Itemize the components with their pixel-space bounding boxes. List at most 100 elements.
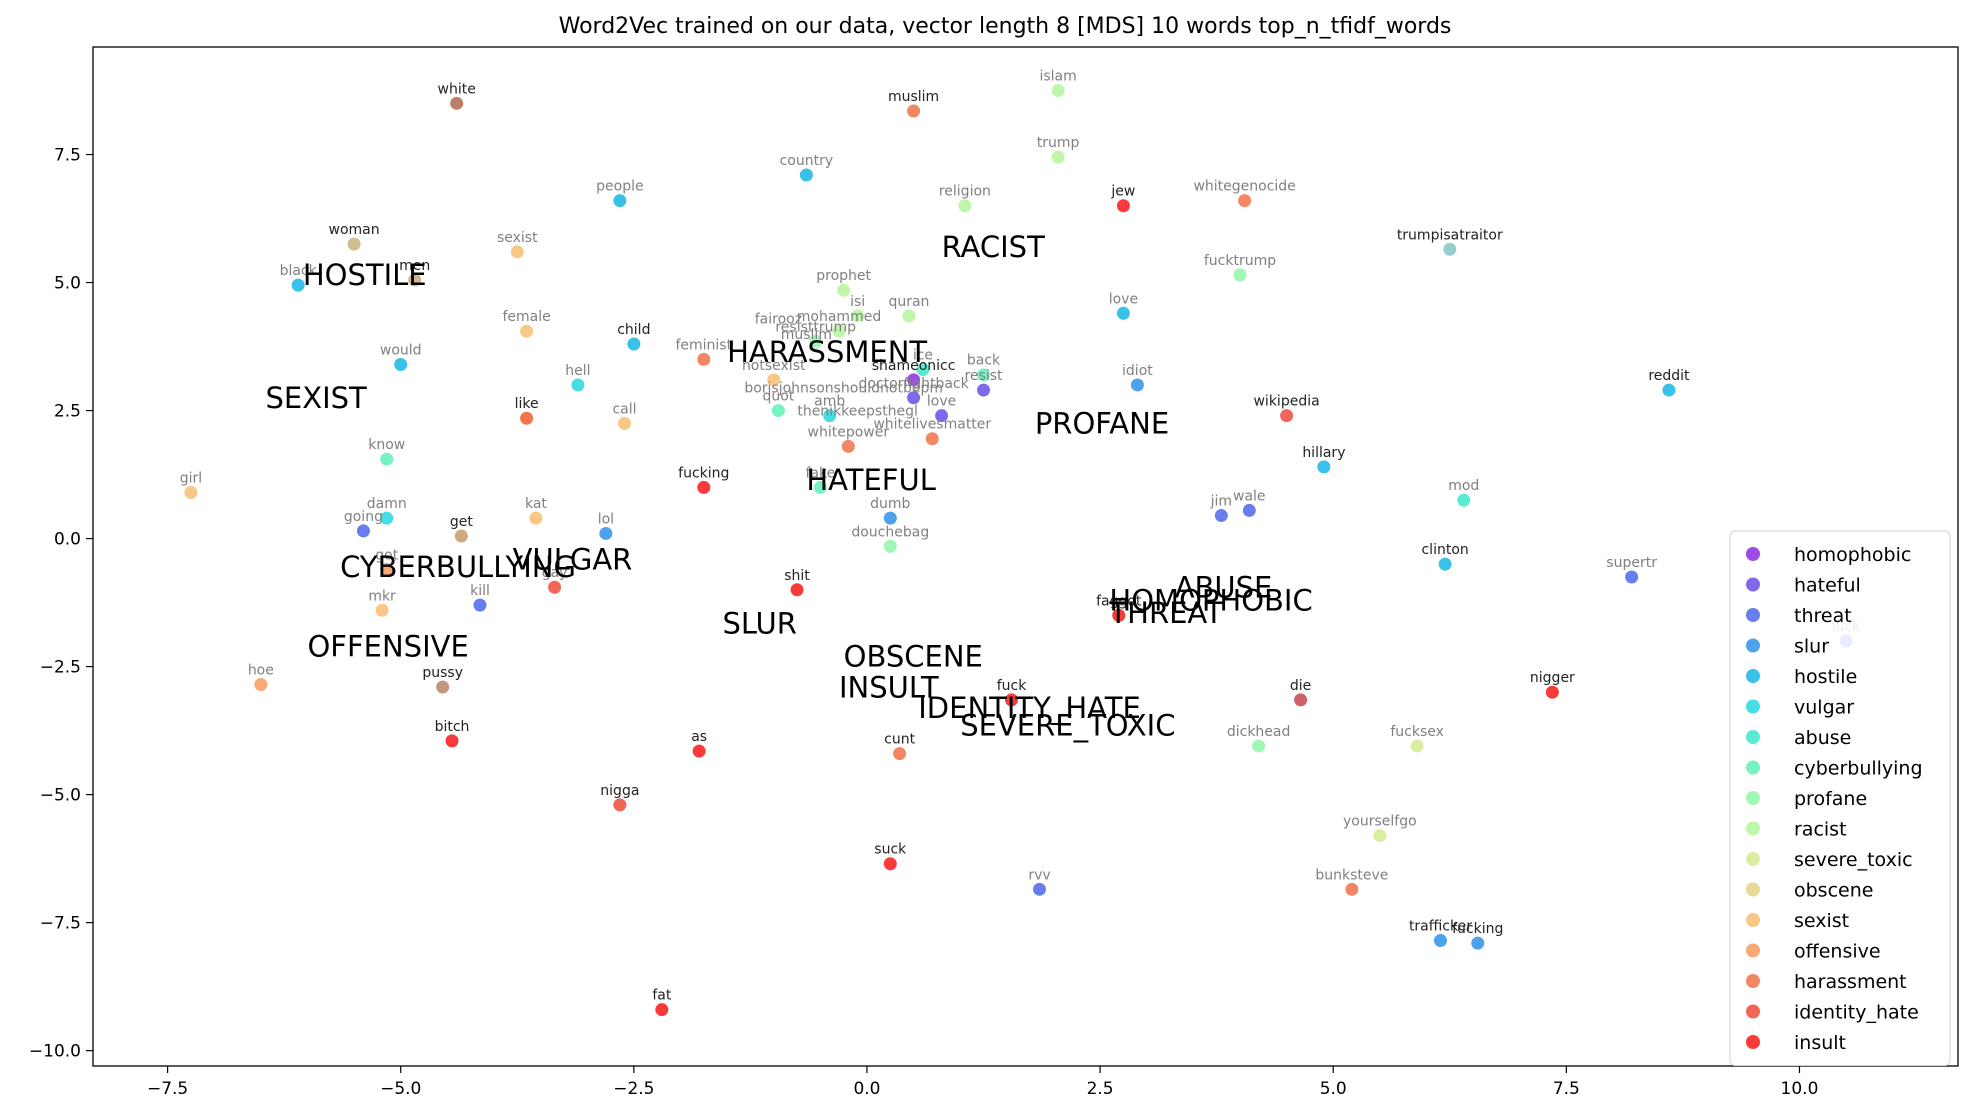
- category-label: THREAT: [1108, 596, 1223, 630]
- point-label: mod: [1448, 478, 1479, 494]
- point-label: fucktrump: [1204, 253, 1276, 269]
- point-label: people: [596, 179, 643, 195]
- point-label: clinton: [1421, 542, 1468, 558]
- point-label: mohammed: [797, 309, 881, 325]
- data-point: [925, 432, 939, 446]
- point-label: pussy: [422, 665, 463, 681]
- point-label: black: [280, 263, 318, 279]
- category-label: INSULT: [839, 670, 939, 704]
- y-tick-label: 0.0: [54, 530, 81, 550]
- labels-layer: shameonicc doctorfightback love resist going…: [180, 69, 1862, 1004]
- legend-entry: identity_hate: [1794, 1002, 1919, 1024]
- point-label: fake: [805, 465, 835, 481]
- legend-marker: [1746, 638, 1760, 653]
- x-tick-label: −5.0: [380, 1079, 421, 1099]
- y-tick-label: 7.5: [54, 146, 81, 166]
- category-label: ABUSE: [1175, 570, 1273, 604]
- legend-entry: sexist: [1794, 910, 1849, 932]
- category-label: SLUR: [722, 606, 797, 640]
- point-label: whitepower: [808, 424, 890, 440]
- point-label: know: [368, 437, 405, 453]
- category-label: SEVERE_TOXIC: [960, 709, 1175, 743]
- legend-box: [1729, 530, 1951, 1066]
- legend-entry: slur: [1794, 636, 1829, 658]
- data-point: [809, 334, 823, 348]
- data-point: [692, 744, 706, 758]
- data-point: [1116, 306, 1130, 320]
- point-label: douchebag: [851, 524, 929, 540]
- legend-marker: [1746, 821, 1760, 836]
- point-label: borisjohnsonshouldnotbepm: [744, 381, 943, 397]
- axes-layer: −7.5 −5.0 −2.5 0.0 2.5 5.0 7.5 10.0 7.5 5.0 2.5 0.0…: [29, 46, 1959, 1099]
- data-point: [529, 511, 543, 525]
- data-point: [394, 357, 408, 371]
- point-label: gay: [542, 565, 568, 581]
- point-label: girl: [180, 470, 202, 486]
- legend-entry: severe_toxic: [1794, 849, 1913, 871]
- category-label: HARASSMENT: [727, 335, 927, 369]
- data-point: [1051, 150, 1065, 164]
- data-point: [1373, 829, 1387, 843]
- y-tick-label: −10.0: [29, 1042, 81, 1062]
- point-label: mkr: [368, 588, 396, 604]
- point-label: ice: [913, 348, 933, 364]
- point-label: men: [399, 258, 430, 274]
- point-label: love: [1109, 291, 1138, 307]
- data-point: [883, 857, 897, 871]
- point-label: fucking: [678, 465, 729, 481]
- legend-marker: [1746, 882, 1760, 897]
- data-point: [1410, 739, 1424, 753]
- legend-entry: abuse: [1794, 727, 1851, 749]
- legend-marker: [1746, 699, 1760, 714]
- point-label: shameonicc: [872, 358, 956, 374]
- legend-marker: [1746, 913, 1760, 927]
- point-label: religion: [939, 184, 991, 200]
- legend-entry: vulgar: [1794, 697, 1854, 719]
- category-label: HOSTILE: [303, 258, 427, 292]
- legend-entry: harassment: [1794, 971, 1907, 993]
- y-tick-label: −7.5: [40, 914, 81, 934]
- data-point: [1280, 409, 1294, 423]
- point-label: fucking: [1452, 921, 1503, 937]
- point-label: bunksteve: [1315, 867, 1388, 883]
- data-point: [1238, 194, 1252, 208]
- data-point: [655, 1003, 669, 1017]
- data-point: [1233, 268, 1247, 282]
- legend-entry: cyberbullying: [1794, 758, 1923, 780]
- data-point: [548, 580, 562, 594]
- x-tick-label: 2.5: [1087, 1079, 1114, 1099]
- point-label: love: [927, 394, 956, 410]
- category-label: CYBERBULLYING: [340, 550, 576, 584]
- data-point: [347, 237, 361, 251]
- data-point: [823, 409, 837, 423]
- point-label: die: [1290, 678, 1311, 694]
- data-point: [375, 603, 389, 617]
- data-point: [520, 411, 534, 425]
- data-point: [184, 485, 198, 499]
- point-label: kill: [470, 583, 490, 599]
- point-label: back: [967, 353, 1001, 369]
- legend-marker: [1746, 852, 1760, 866]
- point-label: resisttrump: [775, 319, 856, 335]
- y-tick-label: −2.5: [40, 658, 81, 678]
- point-label: rvv: [1028, 867, 1050, 883]
- data-point: [408, 273, 422, 287]
- point-label: sexist: [497, 230, 538, 246]
- point-label: dickhead: [1227, 724, 1291, 740]
- point-label: resist: [965, 368, 1004, 384]
- data-point: [841, 439, 855, 453]
- point-label: idiot: [1122, 363, 1153, 379]
- point-label: muslim: [888, 89, 939, 105]
- point-label: nigger: [1530, 670, 1575, 686]
- data-point: [916, 363, 930, 377]
- x-tick-label: −2.5: [613, 1079, 654, 1099]
- data-point: [1545, 685, 1559, 699]
- data-point: [473, 598, 487, 612]
- category-label: HATEFUL: [806, 463, 936, 497]
- legend-entry: hostile: [1794, 666, 1857, 688]
- data-point: [436, 680, 450, 694]
- point-label: feminist: [675, 337, 732, 353]
- point-label: hell: [565, 363, 590, 379]
- y-tick-label: 5.0: [54, 274, 81, 294]
- point-label: trafficker: [1409, 919, 1472, 935]
